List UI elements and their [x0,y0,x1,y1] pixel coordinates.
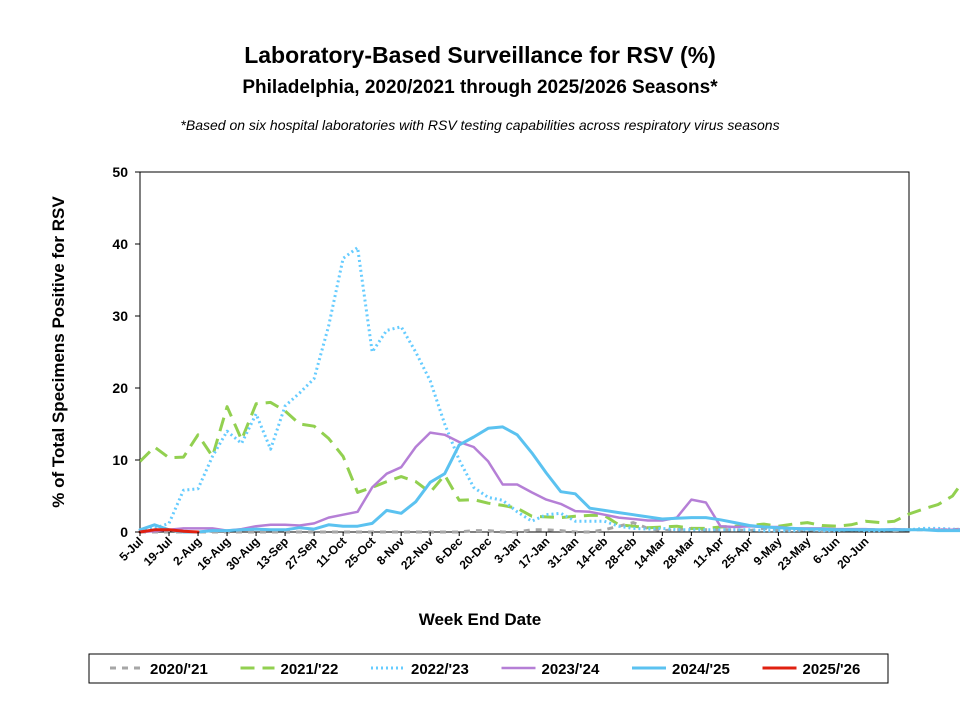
y-tick-label: 40 [112,236,128,252]
x-tick-label: 17-Jan [516,534,553,571]
series-layer [138,246,960,534]
x-tick-label: 11-Apr [690,534,727,571]
x-tick-label: 22-Nov [398,534,436,572]
y-tick-label: 0 [120,524,128,540]
x-tick-label: 11-Oct [313,534,349,570]
plot-area [139,171,910,533]
legend-label-5: 2025/'26 [803,661,861,678]
series-line-1 [138,400,960,530]
legend-label-4: 2024/'25 [672,661,730,678]
x-tick-label: 28-Feb [602,534,639,571]
x-tick-label: 14-Mar [631,534,668,571]
y-tick-label: 10 [112,452,128,468]
x-tick-label: 20-Dec [457,534,495,572]
legend-label-3: 2023/'24 [542,661,600,678]
x-tick-label: 19-Jul [141,534,175,568]
legend-box [88,653,889,684]
x-axis-label: Week End Date [419,610,542,629]
chart-title: Laboratory-Based Surveillance for RSV (%… [244,42,716,68]
y-axis-label: % of Total Specimens Positive for RSV [49,196,68,508]
x-tick-label: 20-Jun [834,534,871,571]
chart-footnote: *Based on six hospital laboratories with… [180,117,780,133]
legend: 2020/'21 2021/'22 2022/'23 2023/'24 2024/'25… [110,661,860,678]
y-tick-label: 30 [112,308,128,324]
x-tick-label: 30-Aug [224,534,263,573]
x-tick-label: 28-Mar [660,534,697,571]
legend-label-0: 2020/'21 [150,661,208,678]
y-tick-label: 50 [112,164,128,180]
chart-subtitle: Philadelphia, 2020/2021 through 2025/202… [242,77,718,98]
legend-label-2: 2022/'23 [411,661,469,678]
x-tick-label: 27-Sep [283,534,321,572]
x-axis: 5-Jul19-Jul2-Aug16-Aug30-Aug13-Sep27-Sep… [116,532,872,573]
series-line-2 [139,246,960,533]
legend-label-1: 2021/'22 [281,661,339,678]
x-tick-label: 25-Oct [342,534,378,570]
x-tick-label: 23-May [775,534,814,573]
series-line-0 [140,521,960,534]
series-line-4 [138,425,960,534]
series-line-5 [138,528,200,534]
y-axis: 0 10 20 30 40 50 [112,164,140,540]
x-tick-label: 25-Apr [719,534,756,571]
x-tick-label: 14-Feb [573,534,610,571]
y-tick-label: 20 [112,380,128,396]
